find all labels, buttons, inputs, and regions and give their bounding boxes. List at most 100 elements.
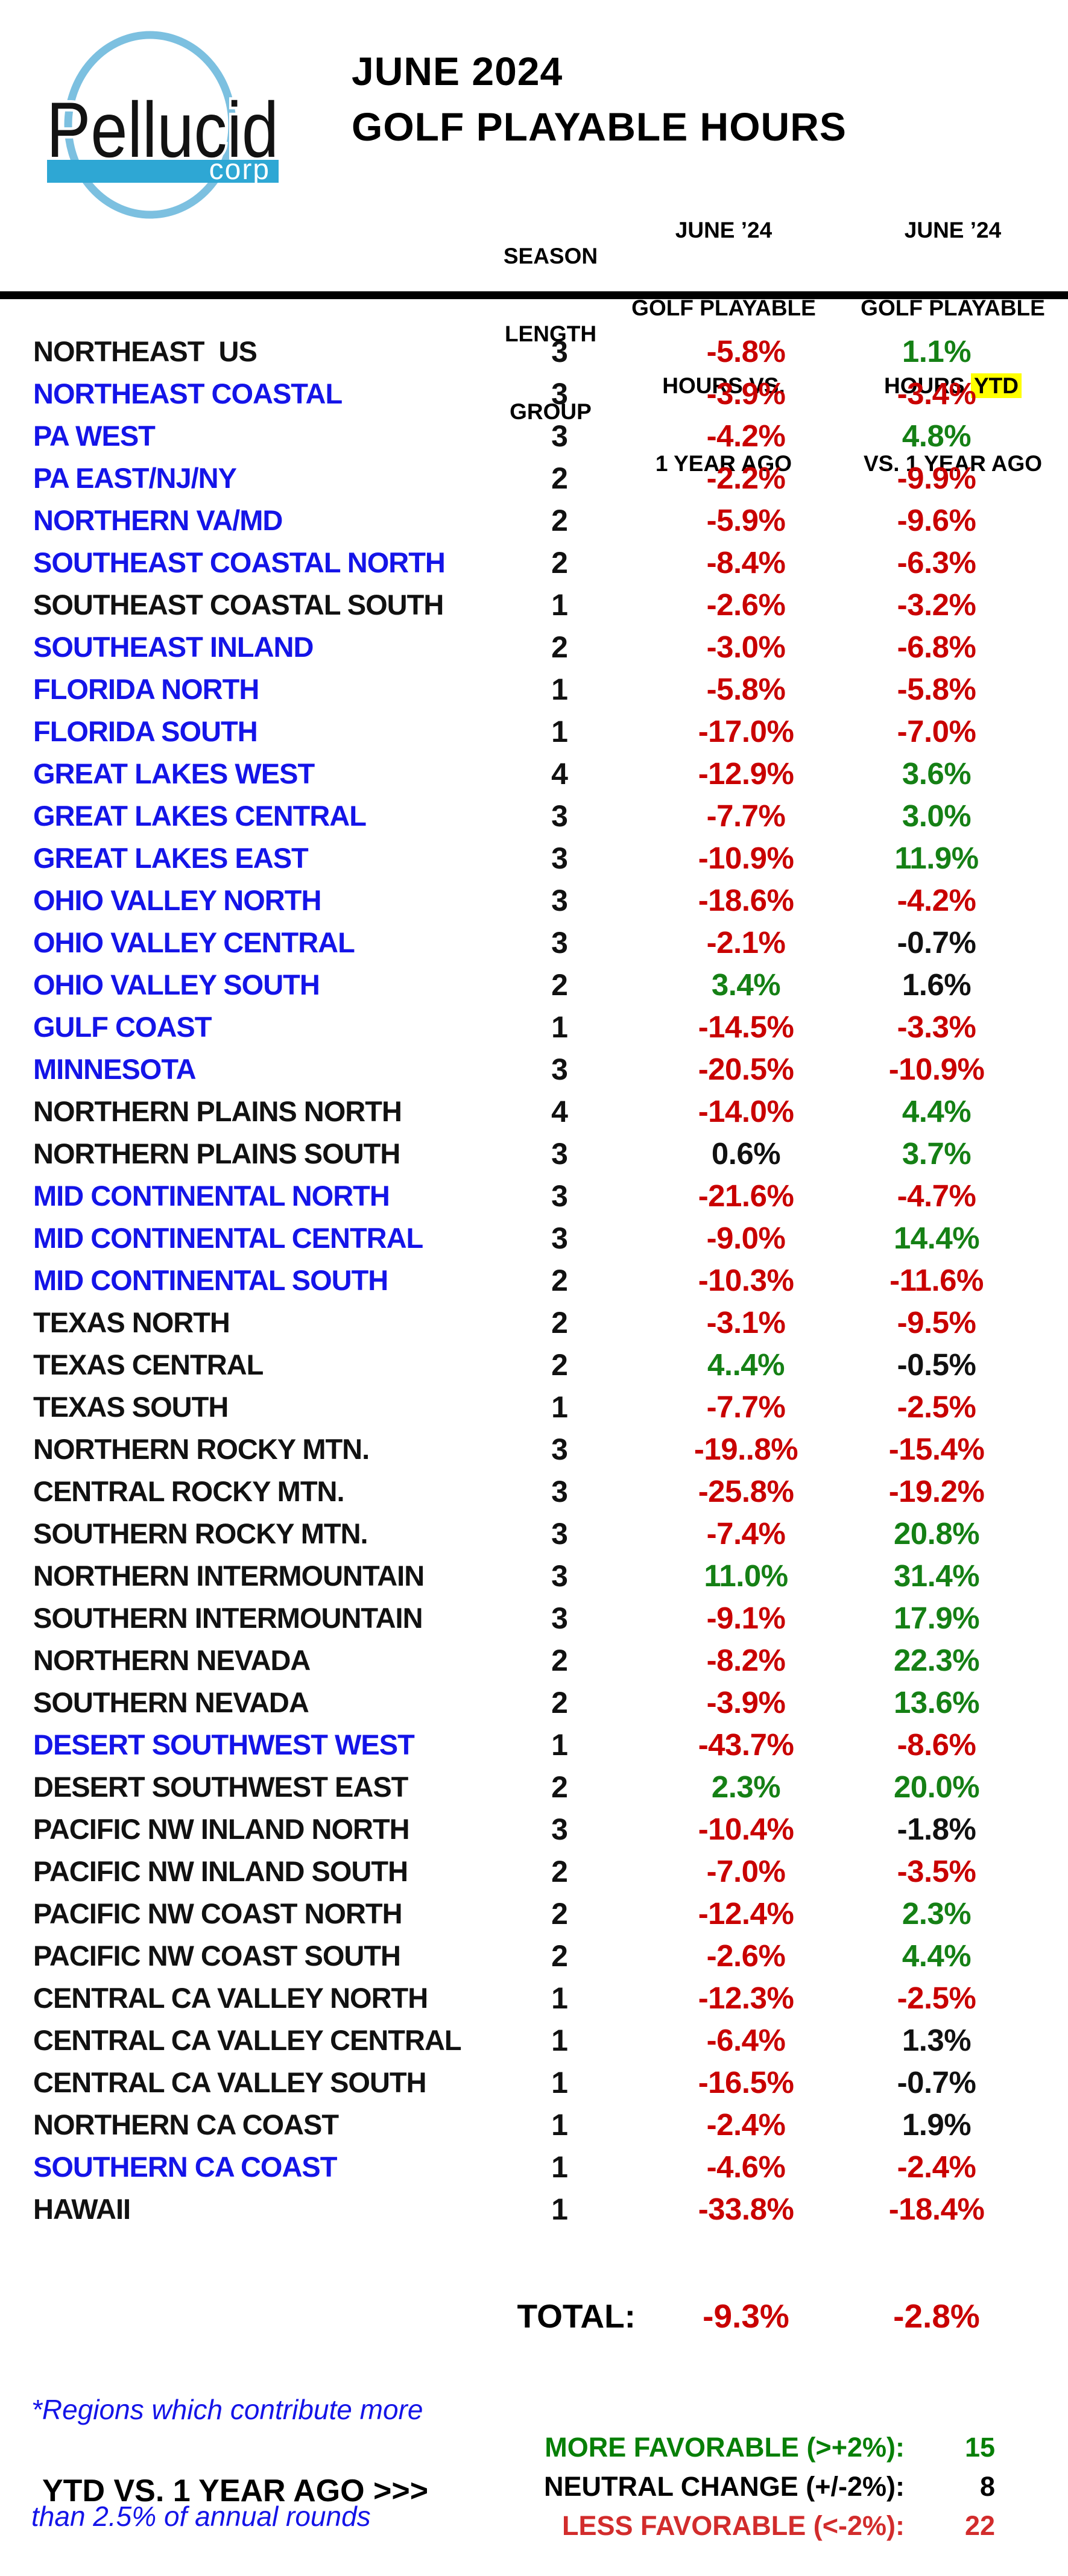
- june-vs-1yr-value: -10.3%: [698, 1263, 794, 1297]
- region-name: SOUTHERN INTERMOUNTAIN: [33, 1602, 423, 1634]
- season-length-group-value: 3: [551, 1179, 568, 1213]
- legend-line: NEUTRAL CHANGE (+/-2%): 8: [488, 2467, 995, 2506]
- region-name: MID CONTINENTAL NORTH: [33, 1180, 390, 1212]
- ytd-vs-1yr-value: -0.5%: [897, 1347, 976, 1382]
- season-length-group-value: 1: [551, 2024, 568, 2057]
- june-vs-1yr-value: -33.8%: [698, 2192, 794, 2226]
- june-vs-1yr-value: -4.2%: [706, 419, 786, 453]
- season-length-group-value: 3: [551, 841, 568, 875]
- season-length-group-value: 3: [551, 1475, 568, 1508]
- season-length-group-value: 3: [551, 799, 568, 833]
- table-row: SOUTHEAST INLAND 2 -3.0% -6.8%: [0, 626, 1068, 668]
- ytd-vs-1yr-value: -3.2%: [897, 587, 976, 622]
- june-vs-1yr-value: -5.8%: [706, 334, 786, 369]
- report-month-title: JUNE 2024: [352, 49, 563, 93]
- region-name: GULF COAST: [33, 1011, 212, 1043]
- june-vs-1yr-value: -10.9%: [698, 841, 794, 875]
- june-vs-1yr-value: -12.9%: [698, 756, 794, 791]
- region-name: NORTHERN INTERMOUNTAIN: [33, 1560, 425, 1592]
- ytd-vs-1yr-value: 20.0%: [893, 1770, 980, 1804]
- ytd-vs-1yr-value: -3.5%: [897, 1854, 976, 1888]
- region-name: SOUTHERN NEVADA: [33, 1686, 309, 1718]
- region-name: FLORIDA SOUTH: [33, 715, 258, 747]
- column-header-line: 1 YEAR AGO: [655, 451, 792, 476]
- ytd-vs-1yr-value: -0.7%: [897, 2065, 976, 2100]
- june-vs-1yr-value: -10.4%: [698, 1812, 794, 1846]
- region-name: NORTHERN PLAINS NORTH: [33, 1095, 402, 1127]
- table-row: PA WEST 3 -4.2% 4.8%: [0, 415, 1068, 457]
- table-row: GREAT LAKES CENTRAL 3 -7.7% 3.0%: [0, 795, 1068, 837]
- table-row: SOUTHERN INTERMOUNTAIN 3 -9.1% 17.9%: [0, 1597, 1068, 1639]
- column-header-ytd-vs-1yr: JUNE ’24 GOLF PLAYABLE HOURS YTD VS. 1 Y…: [838, 165, 1067, 528]
- june-vs-1yr-value: -2.6%: [706, 587, 786, 622]
- june-vs-1yr-value: -2.6%: [706, 1938, 786, 1973]
- region-name: NORTHERN NEVADA: [33, 1644, 311, 1676]
- table-row: PACIFIC NW COAST NORTH 2 -12.4% 2.3%: [0, 1893, 1068, 1935]
- season-length-group-value: 2: [551, 1644, 568, 1677]
- report-subject-title: GOLF PLAYABLE HOURS: [352, 104, 847, 149]
- season-length-group-value: 4: [551, 757, 568, 791]
- season-length-group-value: 3: [551, 335, 568, 369]
- pellucid-corp-logo: Pellucid corp: [44, 31, 282, 219]
- total-june-value: -9.3%: [703, 2297, 789, 2335]
- region-name: MID CONTINENTAL SOUTH: [33, 1264, 388, 1296]
- region-name: SOUTHERN CA COAST: [33, 2151, 337, 2183]
- table-row: MID CONTINENTAL SOUTH 2 -10.3% -11.6%: [0, 1259, 1068, 1302]
- region-name: SOUTHEAST COASTAL SOUTH: [33, 589, 444, 621]
- table-row: NORTHERN NEVADA 2 -8.2% 22.3%: [0, 1639, 1068, 1682]
- season-length-group-value: 1: [551, 1728, 568, 1762]
- june-vs-1yr-value: 3.4%: [711, 967, 781, 1002]
- column-header-line: SEASON: [503, 244, 598, 268]
- ytd-vs-1yr-value: -4.7%: [897, 1179, 976, 1213]
- region-name: PA EAST/NJ/NY: [33, 462, 237, 494]
- table-row: CENTRAL CA VALLEY CENTRAL 1 -6.4% 1.3%: [0, 2019, 1068, 2062]
- region-name: MID CONTINENTAL CENTRAL: [33, 1222, 423, 1254]
- ytd-vs-1yr-value: 1.6%: [902, 967, 972, 1002]
- region-name: NORTHEAST US: [33, 335, 258, 367]
- table-row: DESERT SOUTHWEST EAST 2 2.3% 20.0%: [0, 1766, 1068, 1808]
- legend-label: NEUTRAL CHANGE (+/-2%):: [544, 2471, 905, 2502]
- region-name: SOUTHEAST INLAND: [33, 631, 314, 663]
- june-vs-1yr-value: -3.9%: [706, 376, 786, 411]
- table-row: OHIO VALLEY NORTH 3 -18.6% -4.2%: [0, 879, 1068, 922]
- ytd-vs-1yr-value: 3.0%: [902, 799, 972, 833]
- season-length-group-value: 4: [551, 1095, 568, 1128]
- column-header-line: VS. 1 YEAR AGO: [863, 451, 1043, 476]
- june-vs-1yr-value: 0.6%: [711, 1136, 781, 1171]
- logo-circle: [64, 31, 236, 219]
- ytd-vs-1yr-value: -9.5%: [897, 1305, 976, 1340]
- table-row: NORTHERN PLAINS NORTH 4 -14.0% 4.4%: [0, 1090, 1068, 1133]
- region-name: OHIO VALLEY NORTH: [33, 884, 321, 916]
- ytd-vs-1yr-value: 3.6%: [902, 756, 972, 791]
- column-header-line: LENGTH: [504, 321, 597, 346]
- ytd-vs-1yr-value: 4.4%: [902, 1938, 972, 1973]
- ytd-vs-1yr-value: 2.3%: [902, 1896, 972, 1931]
- table-row: GREAT LAKES EAST 3 -10.9% 11.9%: [0, 837, 1068, 879]
- table-row: SOUTHEAST COASTAL NORTH 2 -8.4% -6.3%: [0, 542, 1068, 584]
- june-vs-1yr-value: -21.6%: [698, 1179, 794, 1213]
- june-vs-1yr-value: -8.4%: [706, 545, 786, 580]
- table-row: MID CONTINENTAL CENTRAL 3 -9.0% 14.4%: [0, 1217, 1068, 1259]
- june-vs-1yr-value: -25.8%: [698, 1474, 794, 1508]
- table-row: DESERT SOUTHWEST WEST 1 -43.7% -8.6%: [0, 1724, 1068, 1766]
- table-row: GREAT LAKES WEST 4 -12.9% 3.6%: [0, 753, 1068, 795]
- season-length-group-value: 2: [551, 1770, 568, 1804]
- legend-label: MORE FAVORABLE (>+2%):: [545, 2432, 905, 2463]
- region-name: SOUTHERN ROCKY MTN.: [33, 1517, 368, 1549]
- june-vs-1yr-value: -2.1%: [706, 925, 786, 960]
- ytd-vs-1yr-value: 11.9%: [894, 841, 979, 875]
- logo-sub-text: corp: [209, 154, 270, 186]
- column-header-line: JUNE ’24: [904, 218, 1002, 242]
- table-row: SOUTHEAST COASTAL SOUTH 1 -2.6% -3.2%: [0, 584, 1068, 626]
- table-row: FLORIDA SOUTH 1 -17.0% -7.0%: [0, 710, 1068, 753]
- region-name: GREAT LAKES WEST: [33, 758, 315, 790]
- table-row: NORTHERN CA COAST 1 -2.4% 1.9%: [0, 2104, 1068, 2146]
- legend-label: LESS FAVORABLE (<-2%):: [562, 2510, 905, 2541]
- ytd-vs-1yr-value: -10.9%: [888, 1052, 985, 1086]
- season-length-group-value: 3: [551, 926, 568, 960]
- column-header-season-length-group: SEASON LENGTH GROUP: [460, 191, 641, 476]
- june-vs-1yr-value: -4.6%: [706, 2150, 786, 2184]
- ytd-vs-1yr-value: 20.8%: [893, 1516, 980, 1551]
- region-name: DESERT SOUTHWEST EAST: [33, 1771, 408, 1803]
